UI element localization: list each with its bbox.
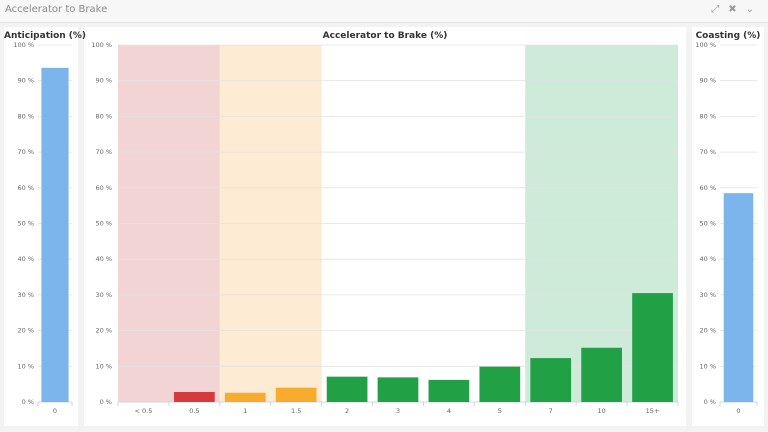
bar-1.5 bbox=[275, 387, 317, 402]
close-icon[interactable]: ✖ bbox=[728, 4, 737, 15]
y-tick-label: 70 % bbox=[95, 148, 112, 156]
y-tick-label: 40 % bbox=[95, 255, 112, 263]
y-tick-label: 70 % bbox=[17, 148, 34, 156]
chevron-down-icon[interactable]: ⌄ bbox=[745, 4, 754, 15]
y-tick-label: 10 % bbox=[699, 362, 716, 370]
x-tick-label: 5 bbox=[498, 407, 502, 415]
y-tick-label: 100 % bbox=[695, 41, 716, 49]
y-tick-label: 10 % bbox=[17, 362, 34, 370]
y-tick-label: 30 % bbox=[17, 291, 34, 299]
coasting-chart: 0 % 10 % 20 % 30 % 40 % 50 % 60 % 70 % 80 % 90 % 1… bbox=[692, 27, 764, 426]
x-tick-label: 3 bbox=[396, 407, 400, 415]
x-tick-label: 1 bbox=[243, 407, 247, 415]
bar-2 bbox=[326, 376, 368, 402]
y-tick-label: 40 % bbox=[699, 255, 716, 263]
y-tick-label: 100 % bbox=[13, 41, 34, 49]
y-tick-label: 50 % bbox=[699, 220, 716, 228]
y-tick-label: 50 % bbox=[95, 220, 112, 228]
x-tick-label: 0 bbox=[53, 407, 57, 415]
chart-title: Coasting (%) bbox=[695, 31, 761, 41]
y-tick-label: 0 % bbox=[100, 398, 112, 406]
chart-svg: 0 % 10 % 20 % 30 % 40 % 50 % 60 % 70 % 80 % 90 % 1… bbox=[13, 41, 73, 415]
y-tick-label: 20 % bbox=[95, 327, 112, 335]
bar-1 bbox=[224, 392, 266, 402]
x-tick-label: 7 bbox=[549, 407, 553, 415]
bar-5 bbox=[479, 366, 521, 402]
y-tick-label: 40 % bbox=[17, 255, 34, 263]
bar-0 bbox=[723, 193, 754, 402]
x-tick-label: 10 bbox=[597, 407, 605, 415]
chart-svg: 0 % 10 % 20 % 30 % 40 % 50 % 60 % 70 % 80 % 90 % 1… bbox=[695, 41, 758, 415]
y-tick-label: 80 % bbox=[95, 112, 112, 120]
y-tick-label: 10 % bbox=[95, 362, 112, 370]
y-tick-label: 0 % bbox=[704, 398, 716, 406]
y-tick-label: 60 % bbox=[17, 184, 34, 192]
y-tick-label: 80 % bbox=[17, 112, 34, 120]
y-tick-label: 30 % bbox=[95, 291, 112, 299]
y-tick-label: 50 % bbox=[17, 220, 34, 228]
expand-icon[interactable]: ⤢ bbox=[711, 4, 720, 15]
widget-title: Accelerator to Brake bbox=[5, 4, 108, 15]
y-tick-label: 90 % bbox=[95, 77, 112, 85]
y-tick-label: 60 % bbox=[95, 184, 112, 192]
bar-3 bbox=[377, 377, 419, 402]
x-tick-label: < 0.5 bbox=[135, 407, 153, 415]
bar-15+ bbox=[632, 293, 673, 402]
y-tick-label: 20 % bbox=[17, 327, 34, 335]
y-tick-label: 90 % bbox=[699, 77, 716, 85]
widget-header: Accelerator to Brake ⤢ ✖ ⌄ bbox=[0, 0, 768, 23]
x-tick-label: 2 bbox=[345, 407, 349, 415]
x-tick-label: 0 bbox=[736, 407, 740, 415]
y-tick-label: 80 % bbox=[699, 112, 716, 120]
y-tick-label: 20 % bbox=[699, 327, 716, 335]
chart-title: Accelerator to Brake (%) bbox=[322, 31, 448, 41]
bar-4 bbox=[428, 379, 470, 402]
anticipation-chart: 0 % 10 % 20 % 30 % 40 % 50 % 60 % 70 % 80 % 90 % 1… bbox=[4, 27, 87, 426]
x-tick-label: 0.5 bbox=[189, 407, 199, 415]
bar-10 bbox=[581, 347, 622, 402]
y-tick-label: 90 % bbox=[17, 77, 34, 85]
bar-7 bbox=[530, 358, 572, 402]
x-tick-label: 15+ bbox=[646, 407, 660, 415]
x-tick-label: 4 bbox=[447, 407, 451, 415]
x-tick-label: 1.5 bbox=[291, 407, 301, 415]
bar-0 bbox=[41, 67, 69, 403]
chart-title: Anticipation (%) bbox=[4, 31, 87, 41]
y-tick-label: 30 % bbox=[699, 291, 716, 299]
y-tick-label: 100 % bbox=[91, 41, 112, 49]
y-tick-label: 60 % bbox=[699, 184, 716, 192]
accelerator-to-brake-chart: 0 % 10 % 20 % 30 % 40 % 50 % 60 % 70 % 80 % 90 % 1… bbox=[84, 27, 686, 426]
y-tick-label: 70 % bbox=[699, 148, 716, 156]
y-tick-label: 0 % bbox=[22, 398, 34, 406]
bar-0.5 bbox=[174, 392, 215, 402]
chart-svg: 0 % 10 % 20 % 30 % 40 % 50 % 60 % 70 % 80 % 90 % 1… bbox=[91, 41, 679, 415]
